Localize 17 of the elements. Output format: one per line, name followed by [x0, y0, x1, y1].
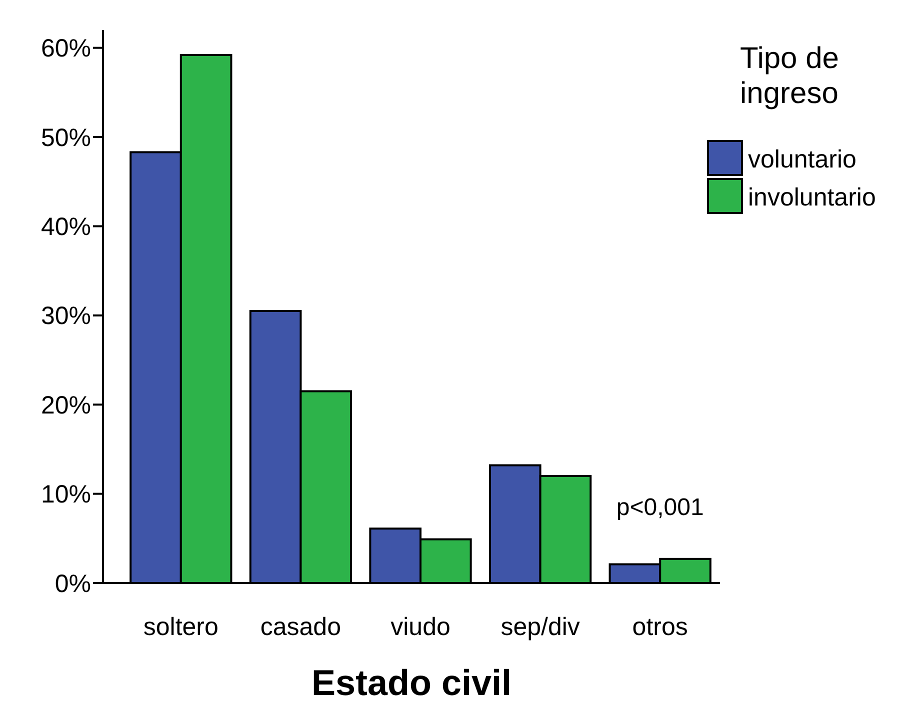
y-tick-label: 20% — [40, 391, 91, 420]
y-tick-label: 10% — [40, 480, 91, 509]
x-tick-label: casado — [260, 613, 342, 641]
legend-title: Tipo de ingreso — [740, 42, 839, 110]
x-tick-label: otros — [632, 613, 688, 641]
y-tick-label: 30% — [40, 302, 91, 330]
y-tick-label: 40% — [40, 212, 91, 241]
legend-label: voluntario — [748, 146, 856, 174]
x-tick-label: soltero — [143, 613, 218, 641]
y-tick-label: 60% — [40, 34, 91, 63]
x-tick-label: sep/div — [500, 613, 580, 641]
legend-label: involuntario — [748, 184, 876, 212]
annotation: p<0,001 — [616, 494, 704, 521]
x-axis-title: Estado civil — [311, 662, 512, 703]
y-tick-label: 50% — [40, 124, 91, 152]
y-tick-label: 0% — [54, 570, 91, 598]
x-tick-label: viudo — [390, 613, 450, 641]
